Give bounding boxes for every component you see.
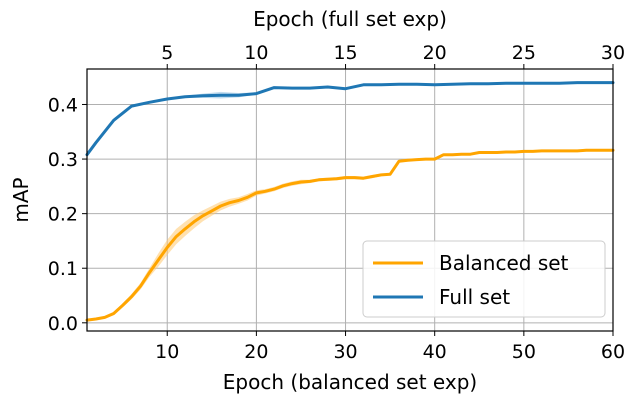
- plot-frame: [86, 68, 614, 332]
- series-line-balanced-set: [85, 148, 615, 322]
- ticks: 10 20 30 40 50 60 5 10 15 20 25 30 0.0 0.1 0.2 0.3 0.4: [48, 42, 625, 363]
- band-full-set: [87, 82, 613, 157]
- x-tick-label: 60: [601, 341, 625, 363]
- legend-label-balanced-set: Balanced set: [439, 251, 569, 275]
- top-tick-label: 25: [512, 42, 536, 64]
- y-tick-label: 0.1: [48, 258, 78, 280]
- x-axis-label: Epoch (balanced set exp): [223, 370, 477, 394]
- y-tick-label: 0.3: [48, 149, 78, 171]
- x-tick-label: 50: [512, 341, 536, 363]
- x-tick-label: 10: [155, 341, 179, 363]
- top-tick-label: 15: [333, 42, 357, 64]
- top-axis-label: Epoch (full set exp): [253, 7, 447, 31]
- legend-box: [362, 240, 606, 318]
- x-tick-label: 40: [423, 341, 447, 363]
- series-line-full-set: [85, 81, 615, 157]
- x-tick-label: 20: [244, 341, 268, 363]
- series-lines: [85, 81, 615, 322]
- top-tick-label: 5: [161, 42, 173, 64]
- y-tick-label: 0.4: [48, 94, 78, 116]
- top-tick-label: 30: [601, 42, 625, 64]
- y-tick-label: 0.2: [48, 204, 78, 226]
- legend: Balanced set Full set: [362, 240, 606, 318]
- top-tick-label: 20: [423, 42, 447, 64]
- legend-label-full-set: Full set: [439, 285, 510, 309]
- top-tick-label: 10: [244, 42, 268, 64]
- y-tick-label: 0.0: [48, 313, 78, 335]
- x-tick-label: 30: [333, 341, 357, 363]
- y-axis-label: mAP: [9, 177, 33, 222]
